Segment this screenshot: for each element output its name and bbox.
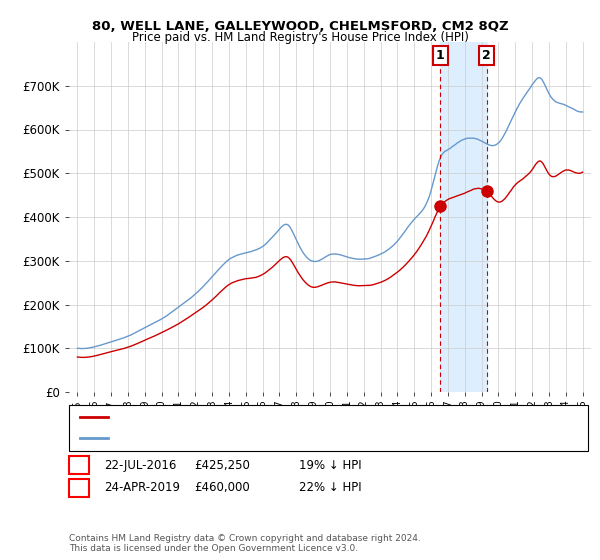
- Text: 24-APR-2019: 24-APR-2019: [104, 481, 181, 494]
- Text: £460,000: £460,000: [194, 481, 250, 494]
- Text: £425,250: £425,250: [194, 459, 250, 472]
- Text: 80, WELL LANE, GALLEYWOOD, CHELMSFORD, CM2 8QZ (detached house): 80, WELL LANE, GALLEYWOOD, CHELMSFORD, C…: [114, 412, 502, 422]
- Text: 2: 2: [482, 49, 491, 62]
- Text: 22% ↓ HPI: 22% ↓ HPI: [299, 481, 362, 494]
- Text: HPI: Average price, detached house, Chelmsford: HPI: Average price, detached house, Chel…: [114, 433, 367, 444]
- Text: 22-JUL-2016: 22-JUL-2016: [104, 459, 177, 472]
- Text: 2: 2: [75, 481, 83, 494]
- Text: Contains HM Land Registry data © Crown copyright and database right 2024.
This d: Contains HM Land Registry data © Crown c…: [69, 534, 421, 553]
- Text: 1: 1: [436, 49, 445, 62]
- Text: 1: 1: [75, 459, 83, 472]
- Text: 19% ↓ HPI: 19% ↓ HPI: [299, 459, 362, 472]
- Text: Price paid vs. HM Land Registry's House Price Index (HPI): Price paid vs. HM Land Registry's House …: [131, 31, 469, 44]
- Bar: [440, 42, 487, 392]
- Text: 80, WELL LANE, GALLEYWOOD, CHELMSFORD, CM2 8QZ: 80, WELL LANE, GALLEYWOOD, CHELMSFORD, C…: [92, 20, 508, 32]
